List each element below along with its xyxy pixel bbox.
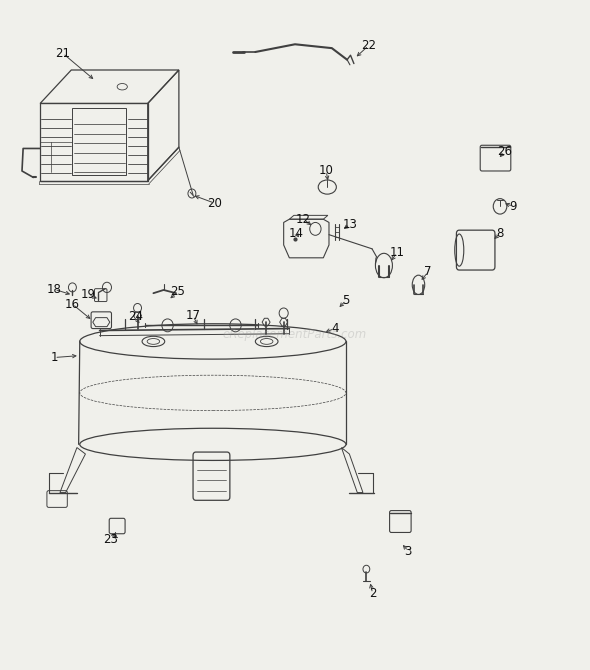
Text: 16: 16 (65, 297, 80, 311)
Text: 13: 13 (343, 218, 358, 231)
Text: 10: 10 (319, 164, 333, 178)
Text: 12: 12 (296, 212, 311, 226)
Text: 8: 8 (496, 227, 504, 240)
Text: 4: 4 (331, 322, 339, 335)
Text: 17: 17 (185, 309, 201, 322)
Text: 11: 11 (389, 246, 405, 259)
Text: 9: 9 (509, 200, 517, 213)
Text: 7: 7 (424, 265, 432, 279)
Text: 14: 14 (289, 227, 304, 240)
Text: 22: 22 (361, 39, 376, 52)
Text: 25: 25 (171, 285, 185, 298)
Text: 1: 1 (51, 351, 58, 364)
Text: 2: 2 (369, 587, 376, 600)
Text: 21: 21 (55, 47, 70, 60)
Text: 18: 18 (47, 283, 62, 296)
Text: 20: 20 (207, 196, 222, 210)
Text: 3: 3 (405, 545, 412, 557)
Text: 5: 5 (342, 293, 350, 307)
Text: 19: 19 (81, 288, 96, 301)
Text: 23: 23 (103, 533, 119, 546)
Text: 26: 26 (497, 145, 512, 158)
Text: eReplacementParts.com: eReplacementParts.com (223, 328, 367, 342)
Text: 24: 24 (128, 310, 143, 324)
